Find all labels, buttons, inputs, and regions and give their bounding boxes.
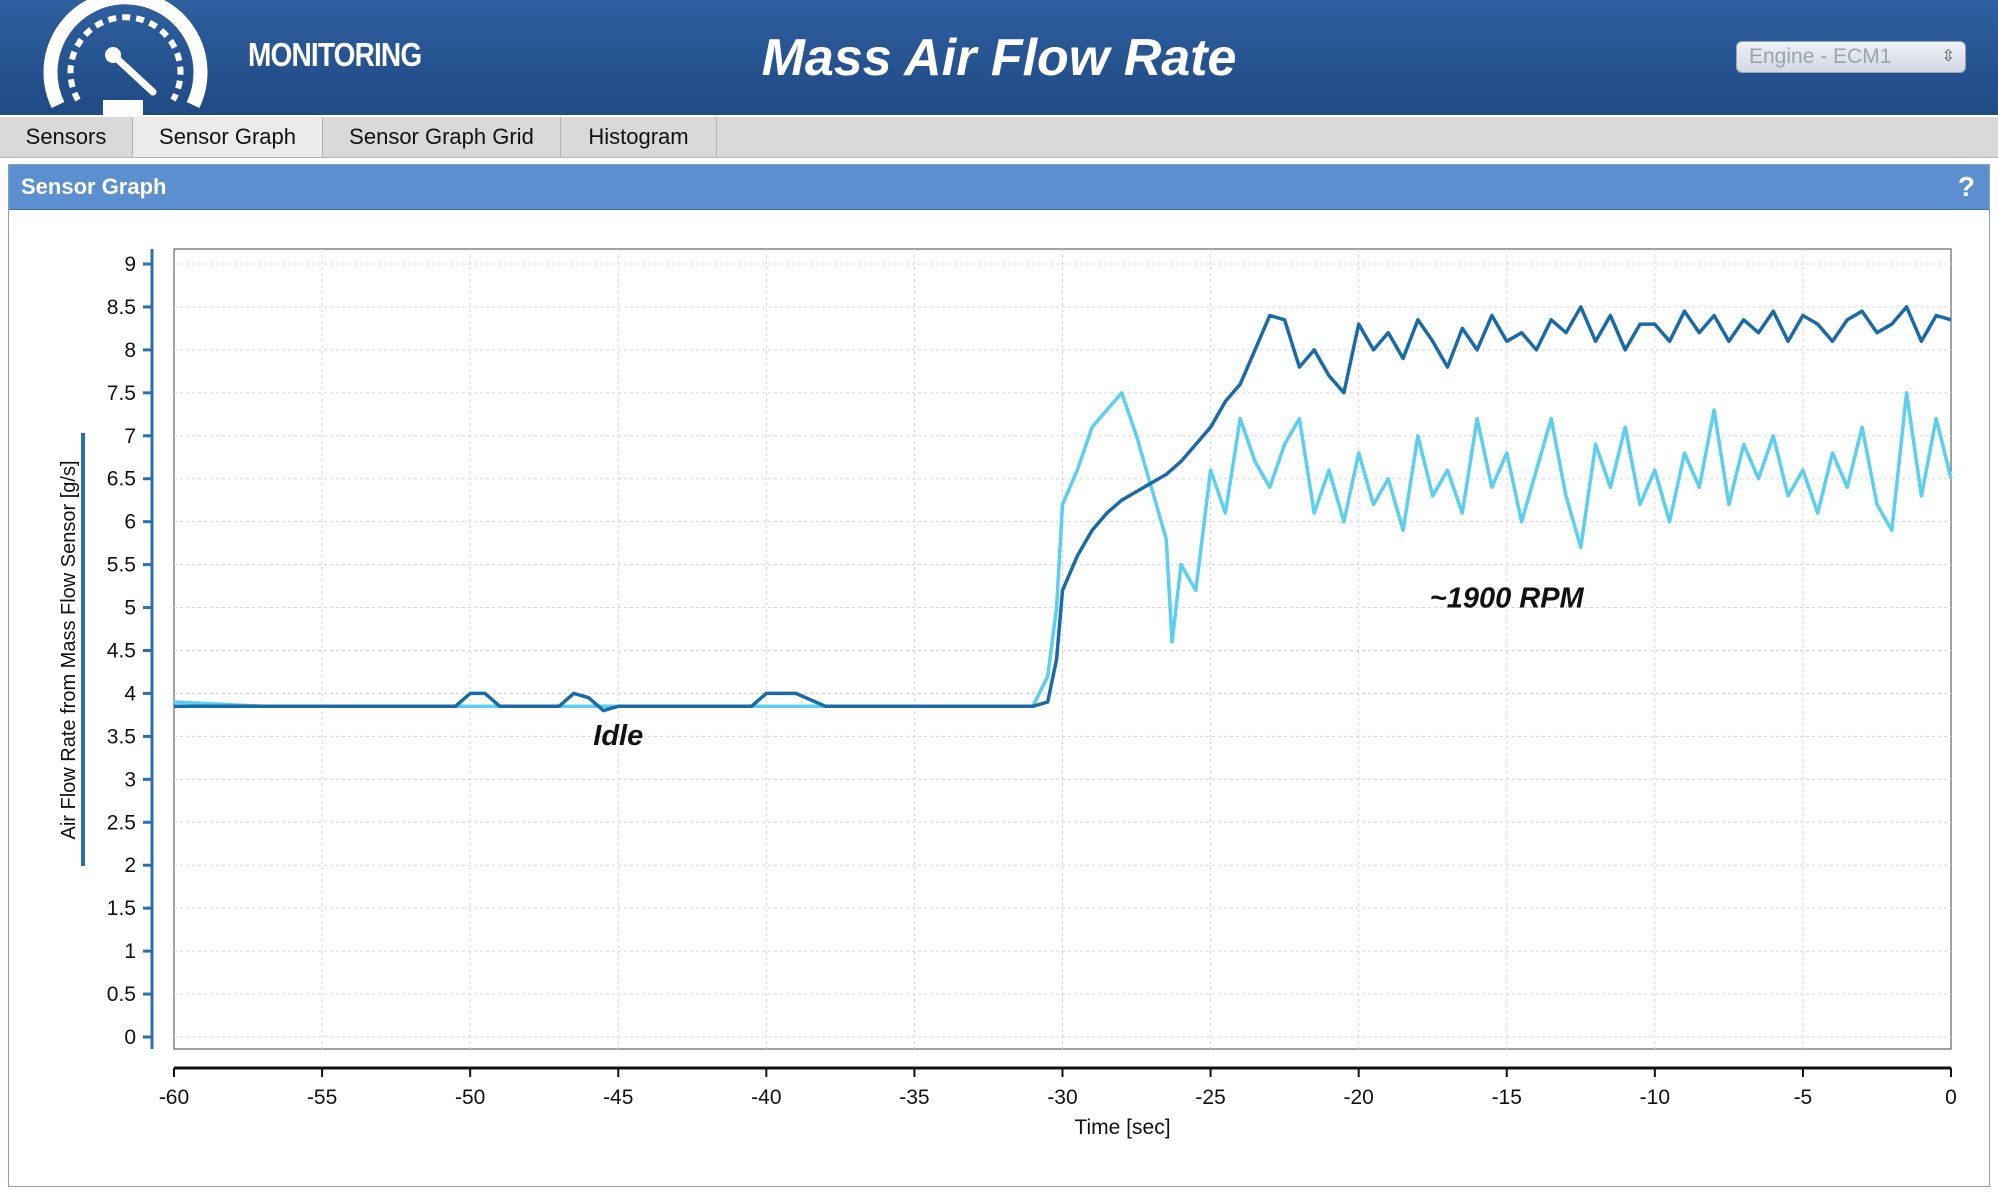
app-name: MONITORING [248, 36, 422, 73]
ecu-select-value: Engine - ECM1 [1749, 45, 1892, 68]
tab-sensor-graph[interactable]: Sensor Graph [133, 117, 323, 157]
app-header: MONITORING Mass Air Flow Rate Engine - E… [0, 0, 1998, 115]
panel-title: Sensor Graph [21, 174, 167, 199]
panel-header: Sensor Graph ? [9, 165, 1989, 210]
tab-sensors[interactable]: Sensors [0, 117, 133, 157]
updown-chevron-icon: ⇳ [1941, 48, 1955, 65]
page-title: Mass Air Flow Rate [761, 29, 1237, 87]
sensor-graph-panel: Sensor Graph ? [8, 164, 1990, 1187]
tab-sensor-graph-grid[interactable]: Sensor Graph Grid [323, 117, 561, 157]
help-icon[interactable]: ? [1957, 171, 1975, 202]
tab-bar: Sensors Sensor Graph Sensor Graph Grid H… [0, 117, 1998, 158]
gauge-logo-icon [43, 0, 208, 115]
tab-histogram[interactable]: Histogram [561, 117, 717, 157]
ecu-select[interactable]: Engine - ECM1 ⇳ [1736, 41, 1966, 73]
